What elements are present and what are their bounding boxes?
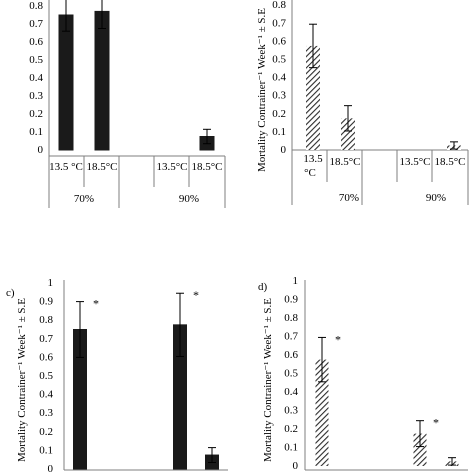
y-tick-label: 0.7 bbox=[39, 333, 53, 345]
y-tick-label: 0.6 bbox=[29, 36, 43, 48]
panel-b: Mortality Contrainer⁻¹ Week⁻¹ ± S.E 0 0.1… bbox=[256, 0, 469, 205]
y-tick-label: 0.3 bbox=[284, 405, 298, 417]
bars bbox=[58, 0, 215, 151]
y-tick-label: 0.5 bbox=[29, 54, 43, 66]
x-axis-table: 13.5 °C 18.5°C 13.5°C 18.5°C 70% 90% bbox=[291, 150, 469, 205]
y-tick-labels: 0 0.1 0.2 0.3 0.4 0.5 0.6 0.7 0.8 0.9 1 bbox=[39, 277, 53, 474]
y-tick-labels: 0 0.1 0.2 0.3 0.4 0.5 0.6 0.7 0.8 0.9 1 bbox=[284, 275, 298, 472]
error-bar bbox=[208, 447, 216, 463]
y-axis-label: Mortality Contrainer⁻¹ Week⁻¹ ± S.E bbox=[262, 298, 274, 462]
panel-label: d) bbox=[258, 281, 268, 293]
significance-annotation: * bbox=[335, 332, 341, 346]
y-tick-label: 0 bbox=[281, 144, 287, 156]
y-tick-label: 0.3 bbox=[39, 407, 53, 419]
error-bar bbox=[416, 420, 424, 448]
panel-c: c) Mortality Contrainer⁻¹ Week⁻¹ ± S.E 0… bbox=[6, 277, 228, 474]
y-axis-label: Mortality Contrainer⁻¹ Week⁻¹ ± S.E bbox=[16, 298, 28, 462]
y-tick-label: 0.2 bbox=[39, 426, 53, 438]
error-bar bbox=[318, 336, 326, 383]
y-tick-label: 0.1 bbox=[272, 126, 286, 138]
y-tick-label: 1 bbox=[293, 275, 299, 287]
y-tick-label: 0.7 bbox=[29, 18, 43, 30]
y-tick-label: 0.5 bbox=[284, 368, 298, 380]
y-tick-label: 0.4 bbox=[284, 386, 298, 398]
y-tick-label: 0.8 bbox=[39, 314, 53, 326]
x-category-label: 13.5°C bbox=[400, 156, 431, 168]
x-category-label: 13.5°C bbox=[303, 153, 323, 179]
x-group-label: 70% bbox=[74, 193, 94, 205]
x-category-label: 18.5°C bbox=[87, 161, 118, 173]
error-bar bbox=[309, 23, 317, 69]
error-bar bbox=[448, 457, 456, 466]
bars: ** bbox=[73, 288, 219, 470]
x-category-label: 18.5°C bbox=[330, 156, 361, 168]
y-tick-label: 0.1 bbox=[284, 442, 298, 454]
y-tick-label: 0.7 bbox=[284, 331, 298, 343]
y-tick-label: 0.3 bbox=[29, 90, 43, 102]
y-tick-label: 0.2 bbox=[272, 108, 286, 120]
y-tick-label: 0 bbox=[38, 144, 44, 156]
bar bbox=[315, 359, 329, 466]
x-category-label: 13.5°C bbox=[157, 161, 188, 173]
y-tick-label: 0.6 bbox=[284, 349, 298, 361]
x-group-label: 70% bbox=[339, 192, 359, 204]
bar bbox=[413, 433, 427, 466]
y-tick-label: 0.4 bbox=[272, 72, 286, 84]
bars: ** bbox=[315, 332, 459, 466]
error-bar bbox=[450, 141, 458, 150]
x-group-label: 90% bbox=[179, 193, 199, 205]
y-tick-label: 0.1 bbox=[39, 444, 53, 456]
bar bbox=[341, 118, 355, 150]
y-tick-label: 0.1 bbox=[29, 126, 43, 138]
y-tick-label: 0.4 bbox=[29, 72, 43, 84]
y-tick-label: 0.8 bbox=[29, 0, 43, 12]
bars bbox=[306, 23, 461, 150]
y-axis-label: Mortality Contrainer⁻¹ Week⁻¹ ± S.E bbox=[256, 8, 268, 172]
y-tick-label: 0 bbox=[293, 460, 299, 472]
y-tick-labels: 0 0.1 0.2 0.3 0.4 0.5 0.6 0.7 0.8 bbox=[29, 0, 43, 156]
error-bar bbox=[203, 128, 211, 145]
x-axis-table: 13.5 °C 18.5°C 13.5°C 18.5°C 70% 90% bbox=[48, 156, 226, 208]
bar bbox=[94, 10, 110, 151]
panel-label: c) bbox=[6, 287, 15, 299]
y-tick-label: 0.6 bbox=[39, 351, 53, 363]
x-category-label: 13.5 °C bbox=[49, 161, 83, 173]
significance-annotation: * bbox=[93, 297, 99, 311]
y-tick-label: 0.5 bbox=[272, 54, 286, 66]
x-category-label: 18.5°C bbox=[192, 161, 223, 173]
y-tick-label: 0.2 bbox=[29, 108, 43, 120]
error-bar bbox=[176, 292, 184, 357]
y-tick-label: 0 bbox=[48, 463, 54, 474]
error-bar bbox=[344, 105, 352, 132]
y-tick-label: 0.9 bbox=[284, 294, 298, 306]
panel-a: 0 0.1 0.2 0.3 0.4 0.5 0.6 0.7 0.8 13.5 °C 18.5°C… bbox=[29, 0, 226, 208]
bar bbox=[58, 14, 74, 151]
bar bbox=[306, 45, 320, 150]
error-bar bbox=[98, 0, 106, 29]
y-tick-labels: 0 0.1 0.2 0.3 0.4 0.5 0.6 0.7 0.8 bbox=[272, 0, 286, 156]
error-bar bbox=[76, 301, 84, 358]
significance-annotation: * bbox=[433, 416, 439, 430]
y-tick-label: 0.9 bbox=[39, 296, 53, 308]
y-tick-label: 0.6 bbox=[272, 35, 286, 47]
y-tick-label: 0.7 bbox=[272, 17, 286, 29]
y-tick-label: 0.2 bbox=[284, 423, 298, 435]
y-tick-label: 0.8 bbox=[272, 0, 286, 11]
x-category-label: 18.5°C bbox=[435, 156, 466, 168]
y-tick-label: 0.8 bbox=[284, 312, 298, 324]
error-bar bbox=[62, 0, 70, 32]
x-group-label: 90% bbox=[426, 192, 446, 204]
y-tick-label: 0.4 bbox=[39, 389, 53, 401]
panel-d: d) Mortality Contrainer⁻¹ Week⁻¹ ± S.E 0… bbox=[258, 275, 468, 472]
y-tick-label: 1 bbox=[48, 277, 54, 289]
y-tick-label: 0.5 bbox=[39, 370, 53, 382]
y-tick-label: 0.3 bbox=[272, 90, 286, 102]
significance-annotation: * bbox=[193, 288, 199, 302]
